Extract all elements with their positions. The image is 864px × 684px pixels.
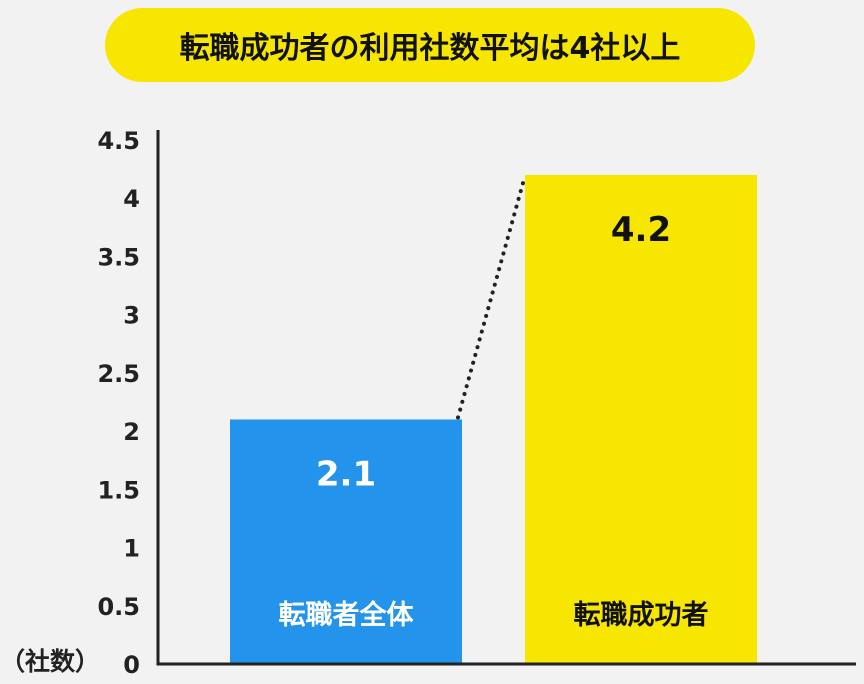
y-tick-label-8: 4	[123, 185, 140, 213]
bar-2	[525, 174, 757, 664]
bar-1	[230, 419, 462, 664]
y-axis-label: （社数）	[0, 647, 100, 676]
y-tick-label-6: 3	[123, 302, 140, 330]
y-tick-label-3: 1.5	[97, 476, 140, 504]
bar-category-label-2: 転職成功者	[574, 600, 709, 631]
bar-category-label-1: 転職者全体	[279, 599, 415, 631]
y-tick-label-1: 0.5	[97, 593, 140, 621]
y-tick-label-0: 0	[123, 651, 140, 679]
dotted-connector-line	[456, 180, 525, 420]
bar-value-label-1: 2.1	[316, 454, 376, 494]
y-tick-label-2: 1	[123, 535, 140, 563]
bar-value-label-2: 4.2	[611, 210, 671, 250]
y-tick-label-5: 2.5	[97, 360, 140, 388]
y-tick-label-9: 4.5	[97, 127, 140, 155]
chart-title: 転職成功者の利用社数平均は4社以上	[179, 31, 681, 66]
chart-title-pill: 転職成功者の利用社数平均は4社以上	[105, 8, 755, 82]
y-tick-label-4: 2	[123, 418, 140, 446]
y-tick-label-7: 3.5	[97, 243, 140, 271]
